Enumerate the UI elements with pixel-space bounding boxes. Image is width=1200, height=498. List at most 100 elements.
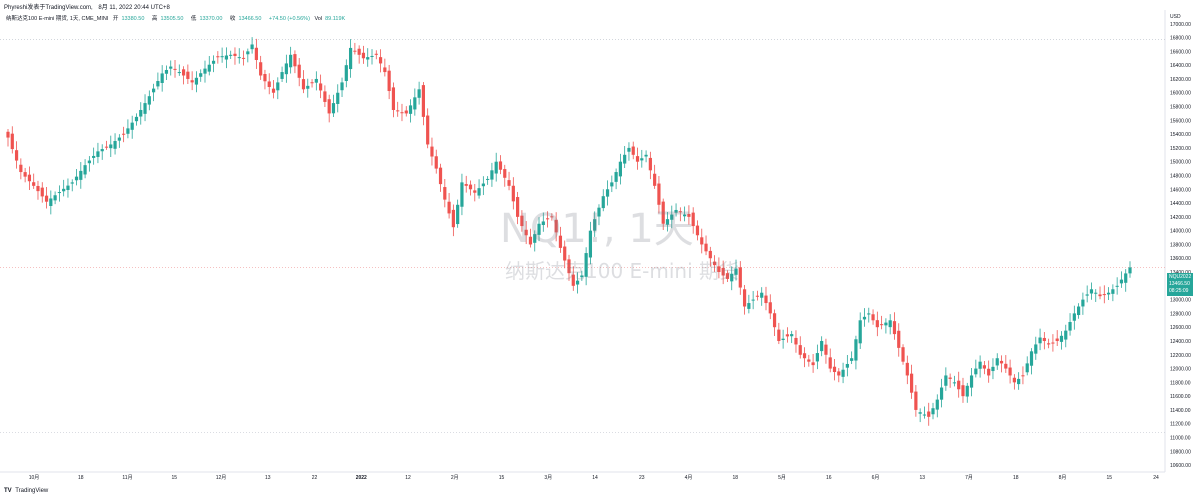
candle-body [473, 190, 477, 193]
y-tick-label: 16400.00 [1170, 63, 1191, 69]
candle-body [74, 176, 79, 181]
candle-body [845, 363, 849, 368]
candle-body [1025, 363, 1029, 373]
y-tick-label: 16600.00 [1170, 49, 1191, 55]
candle-body [747, 303, 751, 309]
legend-low: 低 13370.00 [190, 16, 223, 22]
candle-body [486, 178, 490, 180]
candle-body [100, 149, 104, 152]
candle-body [323, 91, 327, 102]
candle-body [426, 115, 430, 145]
candle-body [276, 82, 280, 91]
candle-body [6, 131, 10, 138]
candle-body [331, 103, 336, 114]
y-tick-label: 14400.00 [1170, 201, 1191, 207]
candle-body [32, 182, 36, 186]
candle-body [507, 180, 511, 186]
candle-body [1008, 367, 1012, 376]
candle-body [417, 89, 421, 98]
candle-body [824, 344, 828, 355]
footer-brand[interactable]: TV TradingView [4, 488, 48, 494]
candle-body [678, 211, 682, 213]
candle-body [246, 51, 250, 55]
candle-body [1068, 322, 1072, 331]
candle-body [1004, 363, 1008, 369]
price-tag-countdown: 08:25:09 [1169, 288, 1189, 294]
candle-body [203, 68, 207, 74]
x-tick-label: 18 [1013, 475, 1019, 481]
candle-body [772, 313, 777, 328]
candle-body [588, 230, 593, 258]
candle-body [871, 314, 875, 321]
candle-body [974, 368, 978, 375]
candle-body [584, 253, 588, 277]
candle-body [516, 197, 520, 217]
candle-body [687, 213, 691, 217]
candle-body [635, 156, 640, 162]
candle-body [464, 184, 468, 186]
candle-body [19, 164, 23, 173]
chart-area[interactable]: 10600.00 10800.00 11000.00 11200.00 11400.00… [0, 10, 1191, 481]
candle-body [164, 69, 169, 74]
y-tick-label: 10600.00 [1170, 463, 1191, 469]
candle-body [1055, 338, 1059, 341]
candle-body [982, 365, 986, 369]
y-tick-label: 12600.00 [1170, 325, 1191, 331]
candlestick-chart[interactable]: 10600.00 10800.00 11000.00 11200.00 11400.00… [0, 10, 1200, 498]
y-tick-label: 15600.00 [1170, 118, 1191, 124]
candle-body [790, 334, 794, 337]
candle-body [828, 357, 832, 369]
candle-body [1059, 335, 1064, 342]
candle-body [190, 80, 194, 83]
candle-body [143, 103, 147, 114]
candle-body [794, 337, 798, 345]
candle-body [545, 218, 550, 220]
candle-body [289, 54, 293, 68]
candle-body [400, 112, 404, 114]
candle-body [597, 207, 601, 217]
candle-body [498, 161, 503, 170]
candle-body [528, 236, 533, 245]
candle-body [391, 87, 396, 110]
candle-body [1017, 378, 1021, 385]
candle-body [811, 362, 815, 366]
x-tick-label: 13 [919, 475, 925, 481]
candle-body [623, 154, 627, 164]
candle-body [683, 214, 687, 217]
candle-body [336, 92, 340, 104]
candle-body [511, 185, 515, 202]
legend-change: +74.50 (+0.56%) [268, 16, 310, 22]
candle-body [927, 411, 931, 417]
candle-body [447, 201, 451, 214]
x-tick-label: 13 [265, 475, 271, 481]
candle-body [969, 375, 974, 388]
candle-body [593, 219, 597, 231]
candle-body [541, 221, 545, 226]
x-tick-label: 14 [592, 475, 598, 481]
candle-body [147, 96, 151, 105]
x-tick-label: 24 [1153, 475, 1159, 481]
x-tick-label: 22 [312, 475, 318, 481]
publisher: Phyreshi发表于TradingView.com, [4, 5, 93, 11]
candle-body [413, 97, 417, 110]
candle-body [708, 250, 712, 259]
x-tick-label: 8月 [1059, 475, 1067, 481]
candle-body [897, 330, 901, 348]
candle-body [867, 313, 871, 315]
candle-body [79, 170, 83, 180]
x-tick-label: 5月 [778, 475, 786, 481]
candle-body [815, 353, 819, 362]
candle-body [691, 212, 695, 227]
candle-body [755, 295, 760, 297]
candle-body [199, 73, 203, 77]
candle-body [614, 172, 618, 182]
candle-body [254, 47, 258, 60]
candle-body [126, 128, 130, 134]
publish-date: 8月 11, 2022 20:44 UTC+8 [98, 5, 170, 11]
candle-body [991, 366, 995, 372]
candle-body [130, 122, 134, 130]
candle-body [451, 209, 455, 228]
candle-body [781, 338, 785, 341]
legend-symbol[interactable]: 纳斯达克100 E-mini 期货, 1天, CME_MINI [6, 16, 109, 22]
y-tick-label: 12400.00 [1170, 339, 1191, 345]
